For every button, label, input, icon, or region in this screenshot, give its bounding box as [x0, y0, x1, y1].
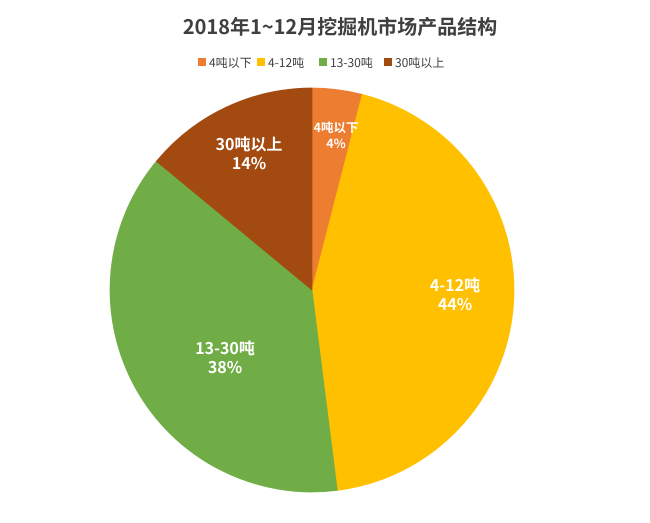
legend-item-over-30t: [384, 56, 444, 69]
legend-item-under-4t: [198, 56, 252, 69]
legend-item-4-12t: [257, 56, 304, 68]
slice-label-percent: [326, 138, 346, 149]
slice-label-4-12t: [430, 277, 480, 311]
pie-slice-4-12t: [311, 94, 515, 491]
legend-swatch: [319, 58, 327, 66]
legend: [198, 56, 444, 69]
pie: [109, 87, 515, 493]
legend-swatch: [384, 58, 392, 66]
slice-label-category: [430, 277, 480, 293]
legend-label: [209, 56, 252, 69]
slice-labels: [196, 121, 480, 374]
legend-label: [268, 56, 304, 68]
pie-slice-13-30t: [109, 160, 338, 493]
slice-label-category: [215, 136, 282, 152]
legend-swatch: [257, 58, 265, 66]
legend-swatch: [198, 58, 206, 66]
chart-title: [183, 16, 497, 37]
legend-label: [331, 56, 373, 68]
slice-label-13-30t: [196, 340, 255, 374]
slice-label-category: [313, 121, 358, 134]
slice-label-percent: [208, 360, 242, 374]
legend-item-13-30t: [319, 56, 373, 68]
slice-label-over-30t: [215, 136, 282, 170]
slice-label-percent: [233, 156, 266, 170]
slice-label-category: [196, 340, 255, 356]
legend-label: [395, 56, 444, 69]
slice-label-percent: [438, 297, 472, 311]
slice-label-under-4t: [313, 121, 358, 149]
